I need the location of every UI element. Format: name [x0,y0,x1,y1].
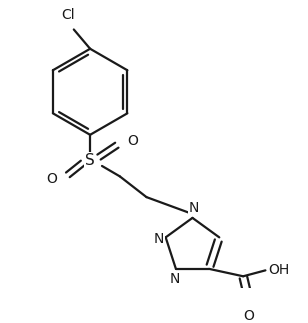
Text: O: O [127,134,138,148]
Text: S: S [85,152,95,168]
Text: OH: OH [268,263,290,277]
Text: N: N [169,272,180,286]
Text: Cl: Cl [61,8,75,22]
Text: O: O [244,309,254,323]
Text: O: O [47,172,58,186]
Text: N: N [189,201,199,215]
Text: N: N [154,232,164,246]
